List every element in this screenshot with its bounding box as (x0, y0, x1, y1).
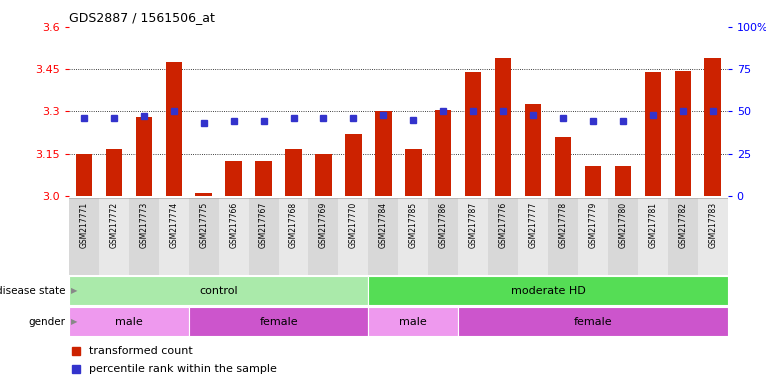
Text: GSM217783: GSM217783 (709, 202, 717, 248)
Bar (368, 307, 458, 336)
Text: GSM217771: GSM217771 (80, 202, 88, 248)
Text: GSM217780: GSM217780 (618, 202, 627, 248)
Bar (675, 71, 691, 196)
Bar (555, 137, 571, 196)
Bar (309, 198, 339, 275)
Text: gender: gender (28, 316, 65, 327)
Text: GSM217787: GSM217787 (469, 202, 478, 248)
Text: GSM217785: GSM217785 (409, 202, 417, 248)
Bar (129, 198, 159, 275)
Bar (458, 198, 488, 275)
Bar (188, 198, 218, 275)
Text: GSM217782: GSM217782 (678, 202, 687, 248)
Bar (638, 198, 668, 275)
Text: ▶: ▶ (70, 317, 77, 326)
Bar (345, 134, 362, 196)
Bar (368, 276, 728, 305)
Bar (218, 198, 249, 275)
Text: GSM217772: GSM217772 (110, 202, 119, 248)
Bar (136, 117, 152, 196)
Bar (608, 198, 638, 275)
Bar (668, 198, 698, 275)
Bar (225, 161, 242, 196)
Text: GSM217770: GSM217770 (349, 202, 358, 248)
Bar (465, 72, 481, 196)
Text: transformed count: transformed count (89, 346, 192, 356)
Text: GSM217767: GSM217767 (259, 202, 268, 248)
Bar (165, 62, 182, 196)
Bar (69, 198, 99, 275)
Text: GSM217773: GSM217773 (139, 202, 149, 248)
Bar (368, 198, 398, 275)
Text: GSM217775: GSM217775 (199, 202, 208, 248)
Bar (645, 72, 661, 196)
Text: GSM217776: GSM217776 (499, 202, 508, 248)
Text: GSM217769: GSM217769 (319, 202, 328, 248)
Bar (188, 307, 368, 336)
Text: GDS2887 / 1561506_at: GDS2887 / 1561506_at (69, 12, 214, 25)
Bar (279, 198, 309, 275)
Bar (518, 198, 548, 275)
Bar (488, 198, 518, 275)
Bar (458, 307, 728, 336)
Bar (495, 58, 512, 196)
Text: male: male (399, 316, 427, 327)
Bar (195, 193, 212, 196)
Bar (316, 154, 332, 196)
Text: GSM217766: GSM217766 (229, 202, 238, 248)
Text: GSM217768: GSM217768 (289, 202, 298, 248)
Bar (159, 198, 188, 275)
Bar (375, 111, 391, 196)
Text: female: female (259, 316, 298, 327)
Text: GSM217781: GSM217781 (648, 202, 657, 248)
Text: GSM217777: GSM217777 (529, 202, 538, 248)
Text: disease state: disease state (0, 286, 65, 296)
Text: GSM217774: GSM217774 (169, 202, 178, 248)
Bar (614, 166, 631, 196)
Bar (76, 154, 92, 196)
Bar (339, 198, 368, 275)
Bar (584, 166, 601, 196)
Bar (525, 104, 542, 196)
Text: GSM217778: GSM217778 (558, 202, 568, 248)
Text: moderate HD: moderate HD (511, 286, 585, 296)
Text: ▶: ▶ (70, 286, 77, 295)
Bar (405, 149, 421, 196)
Bar (255, 161, 272, 196)
Bar (428, 198, 458, 275)
Bar (69, 276, 368, 305)
Bar (69, 307, 188, 336)
Text: percentile rank within the sample: percentile rank within the sample (89, 364, 277, 374)
Bar (705, 58, 721, 196)
Text: male: male (115, 316, 142, 327)
Text: GSM217779: GSM217779 (588, 202, 597, 248)
Text: control: control (199, 286, 238, 296)
Bar (435, 110, 451, 196)
Text: GSM217784: GSM217784 (379, 202, 388, 248)
Bar (99, 198, 129, 275)
Text: female: female (574, 316, 612, 327)
Bar (578, 198, 608, 275)
Bar (106, 149, 122, 196)
Bar (698, 198, 728, 275)
Text: GSM217786: GSM217786 (439, 202, 448, 248)
Bar (285, 149, 302, 196)
Bar (398, 198, 428, 275)
Bar (249, 198, 279, 275)
Bar (548, 198, 578, 275)
